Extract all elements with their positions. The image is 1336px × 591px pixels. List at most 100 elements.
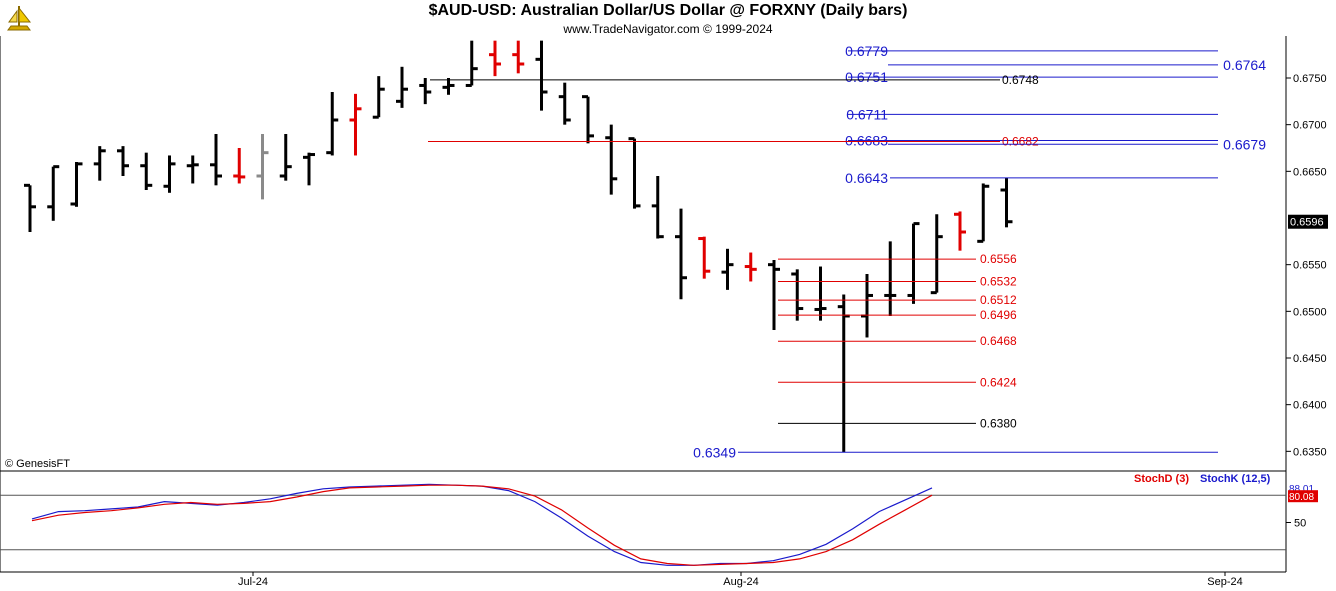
ohlc-bar (721, 248, 734, 290)
level-label: 0.6682 (1002, 134, 1039, 148)
last-price-box (1288, 214, 1328, 229)
ohlc-bar (861, 274, 873, 338)
level-line-0-6380: 0.6380 (778, 416, 1017, 430)
level-line-0-6748: 0.6748 (430, 73, 1039, 87)
level-label: 0.6468 (980, 334, 1017, 348)
stoch-d-box (1288, 490, 1318, 503)
level-line-0-6682: 0.6682 (428, 134, 1039, 148)
ohlc-bar (210, 134, 222, 186)
plot-background (0, 36, 1336, 591)
ohlc-bar (744, 252, 757, 282)
time-tick-label: Jul-24 (238, 576, 268, 588)
ohlc-bar (326, 92, 339, 156)
last-price-label: 0.6596 (1290, 217, 1324, 229)
price-tick-label: 0.6350 (1293, 446, 1327, 458)
level-line-0-6496: 0.6496 (778, 308, 1017, 322)
ohlc-bar (512, 40, 525, 74)
level-line-0-6556: 0.6556 (778, 252, 1017, 266)
ohlc-bar (186, 155, 199, 184)
ohlc-bar (907, 222, 920, 304)
level-label: 0.6349 (693, 444, 736, 460)
level-label: 0.6643 (845, 170, 888, 186)
stoch-k-box (1288, 481, 1318, 493)
ohlc-bar (954, 211, 966, 251)
level-line-0-6751: 0.6751 (845, 69, 1218, 85)
chart-title: $AUD-USD: Australian Dollar/US Dollar @ … (428, 2, 908, 19)
level-line-0-6468: 0.6468 (778, 334, 1017, 348)
price-tick-label: 0.6500 (1293, 306, 1327, 318)
ohlc-bar (489, 40, 501, 77)
ohlc-bar (396, 66, 408, 108)
level-line-0-6679: 0.6679 (888, 136, 1266, 152)
price-axis: 0.6750 0.6700 0.6650 0.6550 0.6500 0.6450 0.64… (1286, 73, 1328, 458)
time-axis: Jul-24 Aug-24 Sep-24 (238, 572, 1243, 588)
ohlc-bar (814, 266, 827, 321)
ohlc-bar (419, 78, 432, 105)
ohlc-bar (24, 183, 36, 232)
level-label: 0.6764 (1223, 57, 1266, 73)
ohlc-bar (605, 124, 618, 195)
ohlc-bar (279, 134, 292, 181)
chart-subtitle: www.TradeNavigator.com © 1999-2024 (563, 22, 773, 36)
ohlc-bar (442, 78, 455, 95)
ohlc-bar (628, 137, 641, 209)
time-tick-label: Aug-24 (723, 576, 758, 588)
ohlc-bar (651, 176, 664, 239)
ohlc-bar (349, 93, 362, 156)
ohlc-bar (582, 95, 594, 144)
level-label: 0.6424 (980, 375, 1017, 389)
ohlc-bar (791, 269, 804, 321)
stoch-tick-label: 50 (1294, 518, 1306, 530)
level-label: 0.6380 (980, 416, 1017, 430)
level-line-0-6532: 0.6532 (778, 274, 1017, 288)
level-label: 0.6748 (1002, 73, 1039, 87)
level-label: 0.6751 (845, 69, 888, 85)
ohlc-bar (140, 152, 153, 190)
ohlc-bar (768, 260, 780, 330)
ohlc-bar (837, 294, 850, 453)
trade-navigator-logo-icon (2, 2, 36, 34)
stoch-k-value: 88.01 (1289, 484, 1314, 495)
level-label: 0.6532 (980, 274, 1017, 288)
level-line-0-6764: 0.6764 (888, 57, 1266, 73)
price-tick-label: 0.6400 (1293, 400, 1327, 412)
level-label: 0.6679 (1223, 136, 1266, 152)
stoch-k-legend: StochK (12,5) (1200, 473, 1271, 485)
ohlc-bar (465, 40, 478, 87)
ohlc-bar (675, 208, 687, 300)
ohlc-bar (163, 155, 176, 193)
stoch-d-line (31, 484, 933, 566)
level-label: 0.6496 (980, 308, 1017, 322)
level-label: 0.6711 (846, 106, 888, 122)
level-line-0-6512: 0.6512 (778, 293, 1017, 307)
fibonacci-levels: 0.6779 0.6764 0.6751 0.6748 0.6711 0.6683 0.66… (428, 43, 1266, 460)
ohlc-bar (70, 162, 83, 207)
ohlc-bar (233, 148, 246, 184)
price-tick-label: 0.6650 (1293, 166, 1327, 178)
ohlc-bar (977, 183, 990, 243)
ohlc-bar (303, 152, 315, 186)
stoch-d-value: 80.08 (1289, 492, 1314, 503)
price-bars (24, 40, 1013, 453)
ohlc-bar (1000, 177, 1013, 228)
price-tick-label: 0.6750 (1293, 73, 1327, 85)
level-line-0-6424: 0.6424 (778, 375, 1017, 389)
price-tick-label: 0.6700 (1293, 120, 1327, 132)
level-line-0-6711: 0.6711 (846, 106, 1218, 122)
level-label: 0.6512 (980, 293, 1017, 307)
level-line-0-6779: 0.6779 (845, 43, 1218, 59)
genesis-watermark: © GenesisFT (5, 458, 70, 470)
price-tick-label: 0.6450 (1293, 353, 1327, 365)
ohlc-bar (535, 40, 548, 111)
ohlc-bar (117, 146, 129, 176)
level-line-0-6683: 0.6683 (845, 133, 1218, 149)
level-line-0-6349: 0.6349 (693, 444, 1218, 460)
level-label: 0.6683 (845, 133, 888, 149)
ohlc-bar (930, 214, 943, 295)
ohlc-bar (256, 134, 269, 200)
stoch-d-legend: StochD (3) (1134, 473, 1189, 485)
price-tick-label: 0.6550 (1293, 260, 1327, 272)
